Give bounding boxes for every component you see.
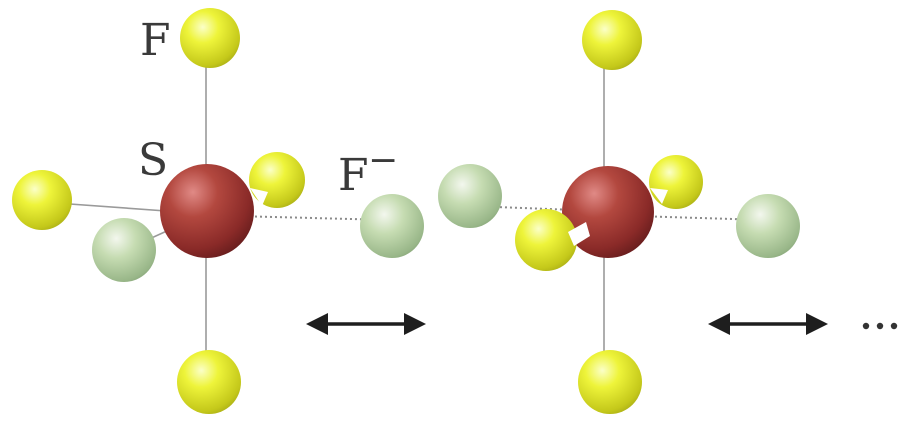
bond-dotted-right	[234, 215, 391, 221]
fluorine-atom-top	[180, 8, 240, 68]
resonance-structure-1: F S F −	[12, 8, 424, 414]
bond-highlight	[568, 222, 590, 246]
bond-highlight	[250, 188, 268, 206]
resonance-structure-2	[438, 10, 800, 414]
sulfur-atom	[160, 164, 254, 258]
fluoride-label: F	[338, 150, 369, 201]
charge-label: −	[368, 140, 398, 181]
fluorine-atom-front	[515, 209, 577, 271]
fluorine-atom-bottom	[578, 350, 642, 414]
fluorine-label: F	[140, 15, 171, 66]
ellipsis	[862, 322, 898, 330]
bond-highlight	[650, 188, 668, 204]
fluorine-atom-back	[649, 155, 703, 209]
fluorine-atom-left	[12, 170, 72, 230]
fluoride-atom-left	[438, 164, 502, 228]
bond-dotted-right	[634, 215, 766, 221]
fluorine-atom-bottom	[177, 350, 241, 414]
fluoride-atom-front	[92, 218, 156, 282]
sulfur-label: S	[138, 135, 168, 186]
resonance-arrow-1	[306, 313, 426, 335]
fluoride-atom-right	[360, 194, 424, 258]
resonance-arrow-2	[708, 313, 828, 335]
fluorine-atom-top	[582, 10, 642, 70]
fluoride-atom-right	[736, 194, 800, 258]
fluorine-atom-back	[249, 152, 305, 208]
